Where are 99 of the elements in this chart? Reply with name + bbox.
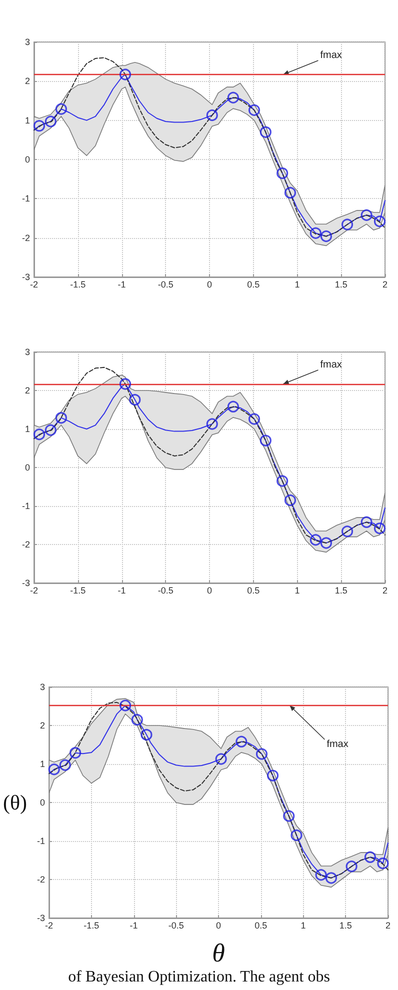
x-tick-label: 1: [294, 280, 300, 290]
x-axis-title: θ: [212, 938, 226, 968]
x-tick-label: 0.5: [254, 920, 268, 930]
point: [227, 400, 239, 412]
point: [248, 413, 260, 425]
x-tick-label: -1: [130, 920, 138, 930]
point: [70, 747, 82, 759]
y-tick-label: 0: [40, 798, 46, 808]
point: [48, 764, 60, 776]
point: [44, 116, 56, 128]
point: [310, 227, 322, 239]
point: [33, 120, 46, 132]
y-tick-label: 0: [24, 462, 30, 472]
point: [55, 412, 67, 424]
point: [33, 428, 46, 440]
y-tick-label: -2: [22, 540, 30, 550]
y-tick-label: 1: [24, 115, 30, 126]
x-tick-label: -1: [118, 280, 126, 290]
point: [364, 851, 376, 863]
point: [360, 209, 372, 221]
point: [284, 186, 296, 199]
point: [227, 92, 239, 104]
x-tick-label: -1.5: [84, 920, 100, 930]
point: [206, 418, 218, 430]
point: [120, 700, 132, 712]
y-tick-label: 3: [40, 682, 46, 692]
point: [119, 378, 132, 390]
text: of Bayesian Optimization. The agent obs: [68, 968, 330, 986]
x-tick-label: -1.5: [70, 586, 86, 596]
y-tick-label: -2: [37, 874, 46, 884]
y-tick-label: -3: [22, 578, 30, 588]
point: [374, 522, 386, 534]
x-tick-label: 1.5: [339, 920, 352, 930]
y-tick-label: 3: [24, 347, 30, 357]
y-tick-label: 1: [24, 424, 30, 434]
y-tick-label: 2: [24, 386, 30, 396]
point: [248, 104, 260, 116]
x-tick-label: 1: [300, 920, 306, 930]
y-tick-label: -1: [37, 836, 46, 846]
point: [44, 424, 56, 436]
x-tick-label: 1.5: [334, 586, 348, 596]
point: [283, 810, 295, 822]
point: [131, 714, 143, 726]
x-tick-label: 2: [385, 920, 391, 930]
x-tick-label: 2: [382, 280, 388, 290]
x-tick-label: 0.5: [247, 280, 260, 290]
x-tick-label: 1: [294, 586, 300, 596]
point: [374, 216, 386, 228]
y-tick-label: 2: [24, 76, 30, 86]
ref-line-label: fmax: [320, 359, 342, 370]
x-tick-label: 0.5: [247, 586, 260, 596]
x-tick-label: -0.5: [158, 586, 174, 596]
point: [310, 534, 322, 546]
y-tick-label: -1: [22, 194, 30, 204]
y-tick-label: -3: [37, 913, 46, 923]
point: [260, 126, 272, 138]
point: [129, 394, 141, 406]
x-tick-label: -1: [118, 586, 126, 596]
point: [206, 109, 218, 122]
x-tick-label: -1.5: [70, 280, 86, 290]
point: [55, 103, 67, 115]
point: [140, 728, 152, 741]
point: [346, 860, 358, 872]
y-tick-label: 0: [24, 154, 30, 164]
point: [215, 753, 227, 765]
x-tick-label: -0.5: [158, 280, 174, 290]
point: [320, 537, 332, 549]
ref-line-label: fmax: [320, 50, 342, 62]
point: [315, 869, 327, 881]
point: [284, 494, 296, 506]
point: [377, 858, 389, 870]
point: [266, 770, 279, 782]
point: [341, 526, 354, 538]
ref-line-label: fmax: [326, 738, 348, 750]
x-tick-label: 1.5: [334, 280, 348, 290]
point: [290, 829, 302, 842]
y-tick-label: 3: [24, 37, 30, 47]
x-tick-label: -0.5: [168, 920, 184, 930]
x-tick-label: 0: [206, 280, 212, 290]
point: [260, 434, 272, 446]
point: [59, 759, 71, 771]
point: [341, 218, 354, 230]
y-tick-label: -3: [22, 272, 30, 282]
point: [320, 230, 332, 242]
point: [236, 736, 248, 748]
y-axis-title: (θ): [3, 790, 28, 814]
point: [276, 475, 288, 487]
point: [276, 167, 288, 180]
point: [325, 872, 338, 884]
x-tick-label: 0: [216, 920, 222, 930]
point: [256, 748, 268, 760]
point: [119, 68, 132, 80]
x-tick-label: 2: [382, 586, 388, 596]
y-tick-label: 1: [40, 759, 46, 769]
y-tick-label: 2: [40, 720, 46, 730]
y-tick-label: -2: [22, 232, 30, 243]
y-tick-label: -1: [22, 501, 30, 511]
point: [360, 516, 372, 528]
x-tick-label: 0: [206, 586, 212, 596]
